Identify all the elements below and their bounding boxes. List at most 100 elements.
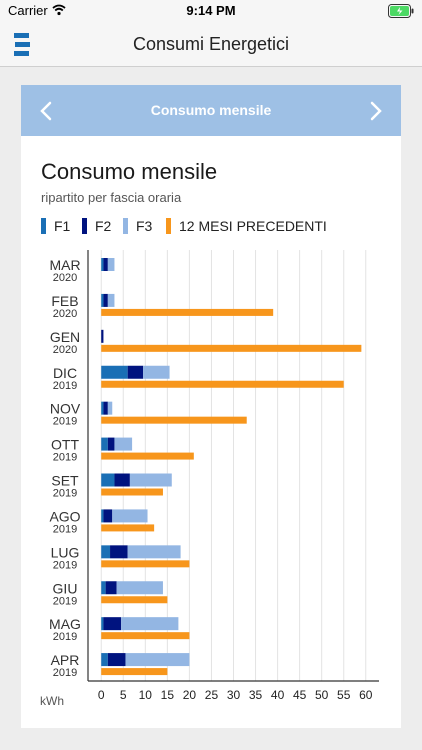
year-label: 2019 xyxy=(53,452,77,464)
month-label: GIU xyxy=(53,580,78,596)
x-tick-label: 45 xyxy=(293,688,307,702)
legend-swatch-f2 xyxy=(82,218,87,234)
month-label: NOV xyxy=(50,401,81,417)
bar-previous-12-months xyxy=(101,560,190,568)
x-tick-label: 15 xyxy=(161,688,175,702)
bar-f1 xyxy=(101,509,104,523)
month-label: MAR xyxy=(49,257,80,273)
x-tick-label: 50 xyxy=(315,688,329,702)
bar-f2 xyxy=(103,617,122,631)
bar-f1 xyxy=(101,401,104,415)
x-tick-label: 40 xyxy=(271,688,285,702)
month-label: APR xyxy=(51,652,80,668)
legend-label-previous: 12 MESI PRECEDENTI xyxy=(179,218,327,234)
card-header: Consumo mensile xyxy=(21,85,401,136)
year-label: 2020 xyxy=(53,308,77,320)
bar-f1 xyxy=(101,437,108,451)
x-axis-unit-label: kWh xyxy=(40,694,64,708)
bar-f1 xyxy=(101,293,104,307)
x-tick-label: 35 xyxy=(249,688,263,702)
legend-swatch-f1 xyxy=(41,218,46,234)
bar-f2 xyxy=(107,437,115,451)
status-bar: Carrier 9:14 PM xyxy=(0,0,422,24)
bar-f3 xyxy=(114,437,133,451)
bar-f3 xyxy=(116,581,163,595)
chart-title: Consumo mensile xyxy=(41,159,218,184)
bar-f2 xyxy=(101,329,104,343)
year-label: 2019 xyxy=(53,488,77,500)
bar-f3 xyxy=(125,653,190,667)
bar-f2 xyxy=(103,293,108,307)
x-tick-label: 55 xyxy=(337,688,351,702)
bar-f3 xyxy=(107,293,115,307)
bar-previous-12-months xyxy=(101,524,155,532)
bar-f2 xyxy=(103,258,108,271)
year-label: 2019 xyxy=(53,523,77,535)
bar-f2 xyxy=(105,581,117,595)
bar-previous-12-months xyxy=(101,380,344,388)
chart-card: Consumo mensile Consumo mensile ripartit… xyxy=(21,85,401,728)
year-label: 2020 xyxy=(53,272,77,284)
month-label: AGO xyxy=(49,508,80,524)
wifi-icon xyxy=(52,4,66,16)
chart-legend: F1 F2 F3 12 MESI PRECEDENTI xyxy=(41,217,391,235)
bar-f1 xyxy=(101,617,104,631)
month-label: FEB xyxy=(51,293,78,309)
bar-f3 xyxy=(107,258,115,271)
legend-label-f1: F1 xyxy=(54,218,71,234)
legend-swatch-previous xyxy=(166,218,171,234)
bar-f2 xyxy=(103,401,108,415)
year-label: 2019 xyxy=(53,595,77,607)
consumption-bar-chart: 0 5 10 15 20 25 30 35 40 45 50 55 60kWhMAR2020FEB202… xyxy=(40,250,379,708)
bar-f1 xyxy=(101,473,115,487)
year-label: 2019 xyxy=(53,631,77,643)
bar-f2 xyxy=(114,473,130,487)
year-label: 2019 xyxy=(53,416,77,428)
x-tick-label: 25 xyxy=(205,688,219,702)
bar-f3 xyxy=(121,617,179,631)
bar-previous-12-months xyxy=(101,452,194,460)
bar-f3 xyxy=(129,473,172,487)
bar-f1 xyxy=(101,365,128,379)
year-label: 2019 xyxy=(53,559,77,571)
bar-previous-12-months xyxy=(101,416,247,424)
month-label: OTT xyxy=(51,437,79,453)
card-header-title: Consumo mensile xyxy=(150,102,272,118)
bar-f2 xyxy=(103,509,113,523)
bar-previous-12-months xyxy=(101,596,168,604)
bar-previous-12-months xyxy=(101,488,163,496)
x-tick-label: 10 xyxy=(139,688,153,702)
clock-label: 9:14 PM xyxy=(186,3,236,18)
legend-label-f2: F2 xyxy=(95,218,112,234)
month-label: MAG xyxy=(49,616,81,632)
bar-f1 xyxy=(101,258,104,271)
year-label: 2019 xyxy=(53,667,77,679)
bar-f2 xyxy=(127,365,144,379)
navigation-bar: Consumi Energetici xyxy=(0,24,422,67)
bar-previous-12-months xyxy=(101,668,168,676)
bar-f1 xyxy=(101,545,111,559)
month-label: LUG xyxy=(51,544,80,560)
bar-f3 xyxy=(127,545,181,559)
page-title: Consumi Energetici xyxy=(132,34,290,54)
bar-f2 xyxy=(110,545,128,559)
battery-icon xyxy=(388,4,414,18)
chart-subtitle: ripartito per fascia oraria xyxy=(41,190,182,205)
x-tick-label: 5 xyxy=(120,688,127,702)
carrier-label: Carrier xyxy=(8,3,48,18)
x-tick-label: 30 xyxy=(227,688,241,702)
bar-f3 xyxy=(107,401,113,415)
bar-previous-12-months xyxy=(101,632,190,640)
bar-f2 xyxy=(107,653,126,667)
brand-logo-icon[interactable] xyxy=(12,32,32,58)
chevron-right-icon[interactable] xyxy=(363,99,387,123)
legend-label-f3: F3 xyxy=(136,218,153,234)
x-tick-label: 60 xyxy=(359,688,373,702)
bar-f3 xyxy=(143,365,170,379)
bar-f1 xyxy=(101,653,108,667)
legend-swatch-f3 xyxy=(123,218,128,234)
year-label: 2020 xyxy=(53,344,77,356)
x-tick-label: 20 xyxy=(183,688,197,702)
month-label: DIC xyxy=(53,365,77,381)
chevron-left-icon[interactable] xyxy=(35,99,59,123)
